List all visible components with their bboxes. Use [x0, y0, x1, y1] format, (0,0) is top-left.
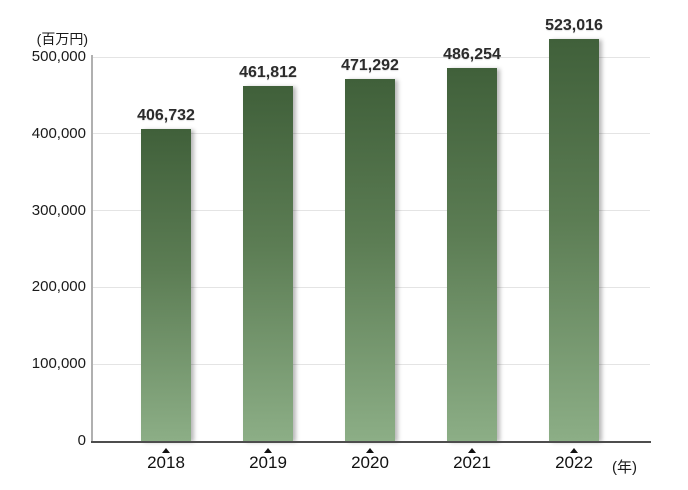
- y-tick-label-300,000: 300,000: [31, 201, 86, 219]
- value-label-2019: 461,812: [239, 64, 297, 82]
- y-axis-line: [91, 55, 93, 441]
- value-label-2020: 471,292: [341, 57, 399, 75]
- y-tick-label-100,000: 100,000: [31, 355, 86, 373]
- triangle-up-marker-2022: [570, 448, 578, 453]
- y-tick-label-500,000: 500,000: [31, 48, 86, 65]
- bar-2022: [549, 39, 599, 441]
- bar-2021: [447, 67, 497, 441]
- y-axis-unit-label: (百万円): [36, 31, 88, 47]
- x-tick-label-2020: 2020: [351, 453, 389, 472]
- x-tick-label-2019: 2019: [249, 453, 287, 472]
- x-tick-label-2021: 2021: [453, 453, 491, 472]
- bar-2019: [243, 86, 293, 441]
- bar-2020: [345, 79, 395, 441]
- triangle-up-marker-2018: [162, 448, 170, 453]
- y-tick-label-200,000: 200,000: [31, 278, 86, 296]
- y-tick-label-0: 0: [77, 432, 86, 449]
- triangle-up-marker-2021: [468, 448, 476, 453]
- triangle-up-marker-2019: [264, 448, 272, 453]
- value-label-2018: 406,732: [137, 106, 195, 124]
- value-label-2022: 523,016: [545, 17, 603, 35]
- x-tick-label-2018: 2018: [147, 453, 185, 472]
- x-axis-unit-label: (年): [612, 459, 637, 476]
- value-label-2021: 486,254: [443, 45, 501, 63]
- x-axis-line: [91, 441, 651, 443]
- y-tick-label-400,000: 400,000: [31, 124, 86, 142]
- x-tick-label-2022: 2022: [555, 453, 593, 472]
- triangle-up-marker-2020: [366, 448, 374, 453]
- bar-2018: [141, 128, 191, 441]
- gridline-500,000: [93, 56, 650, 58]
